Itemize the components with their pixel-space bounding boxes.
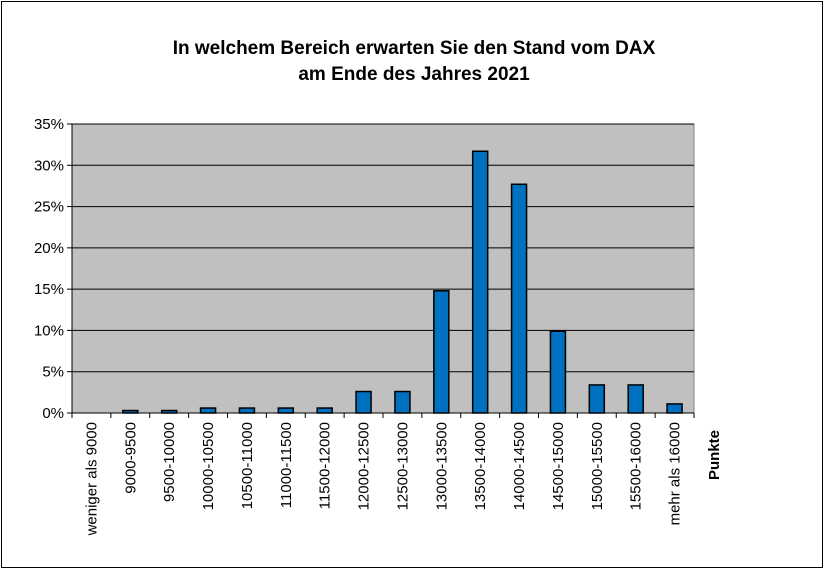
- y-tick-label: 0%: [42, 405, 64, 422]
- y-tick-label: 30%: [34, 157, 64, 174]
- x-tick-label: 9500-10000: [161, 422, 178, 502]
- x-tick-label: 10500-11000: [239, 422, 256, 509]
- x-tick-label: weniger als 9000: [83, 422, 100, 536]
- y-tick-label: 15%: [34, 281, 64, 298]
- x-tick-label: 15000-15500: [589, 422, 606, 510]
- x-tick-label: 11000-11500: [278, 422, 295, 508]
- bar: [627, 384, 644, 414]
- x-tick-label: 12500-13000: [394, 422, 411, 510]
- bar: [394, 390, 411, 414]
- x-axis-ticks: weniger als 9000 9000-9500 9500-10000 10000…: [71, 413, 695, 536]
- bars: [122, 150, 683, 414]
- y-tick-label: 25%: [34, 199, 64, 216]
- x-tick-label: 13500-14000: [472, 422, 489, 510]
- bar: [666, 403, 683, 414]
- x-tick-label: 12000-12500: [356, 422, 373, 510]
- grid-lines: [72, 123, 694, 373]
- x-tick-label: mehr als 16000: [667, 422, 684, 525]
- bar: [471, 150, 489, 414]
- bar: [199, 407, 217, 414]
- bar: [238, 407, 256, 414]
- x-tick-label: 10000-10500: [200, 422, 217, 510]
- bar: [433, 290, 450, 414]
- plot-area: [71, 123, 695, 414]
- y-tick-label: 35%: [34, 116, 64, 133]
- chart-title-line-1: In welchem Bereich erwarten Sie den Stan…: [173, 38, 656, 59]
- x-tick-label: 9000-9500: [122, 422, 139, 494]
- bar: [277, 407, 295, 414]
- chart-title-line-2: am Ende des Jahres 2021: [298, 64, 530, 85]
- x-tick-label: 15500-16000: [628, 422, 645, 510]
- x-axis-label: Punkte: [706, 430, 723, 480]
- bar: [510, 183, 528, 414]
- bar: [549, 330, 567, 414]
- y-axis-ticks: 0% 5% 10% 15% 20% 25% 30% 35%: [34, 116, 72, 422]
- y-tick-label: 20%: [34, 240, 64, 257]
- bar: [588, 384, 606, 414]
- bar: [355, 390, 372, 414]
- y-tick-label: 10%: [34, 322, 64, 339]
- x-tick-label: 14500-15000: [550, 422, 567, 510]
- x-tick-label: 13000-13500: [433, 422, 450, 510]
- x-tick-label: 14000-14500: [511, 422, 528, 510]
- x-tick-label: 11500-12000: [317, 422, 334, 509]
- y-tick-label: 5%: [42, 364, 64, 381]
- bar: [316, 407, 333, 414]
